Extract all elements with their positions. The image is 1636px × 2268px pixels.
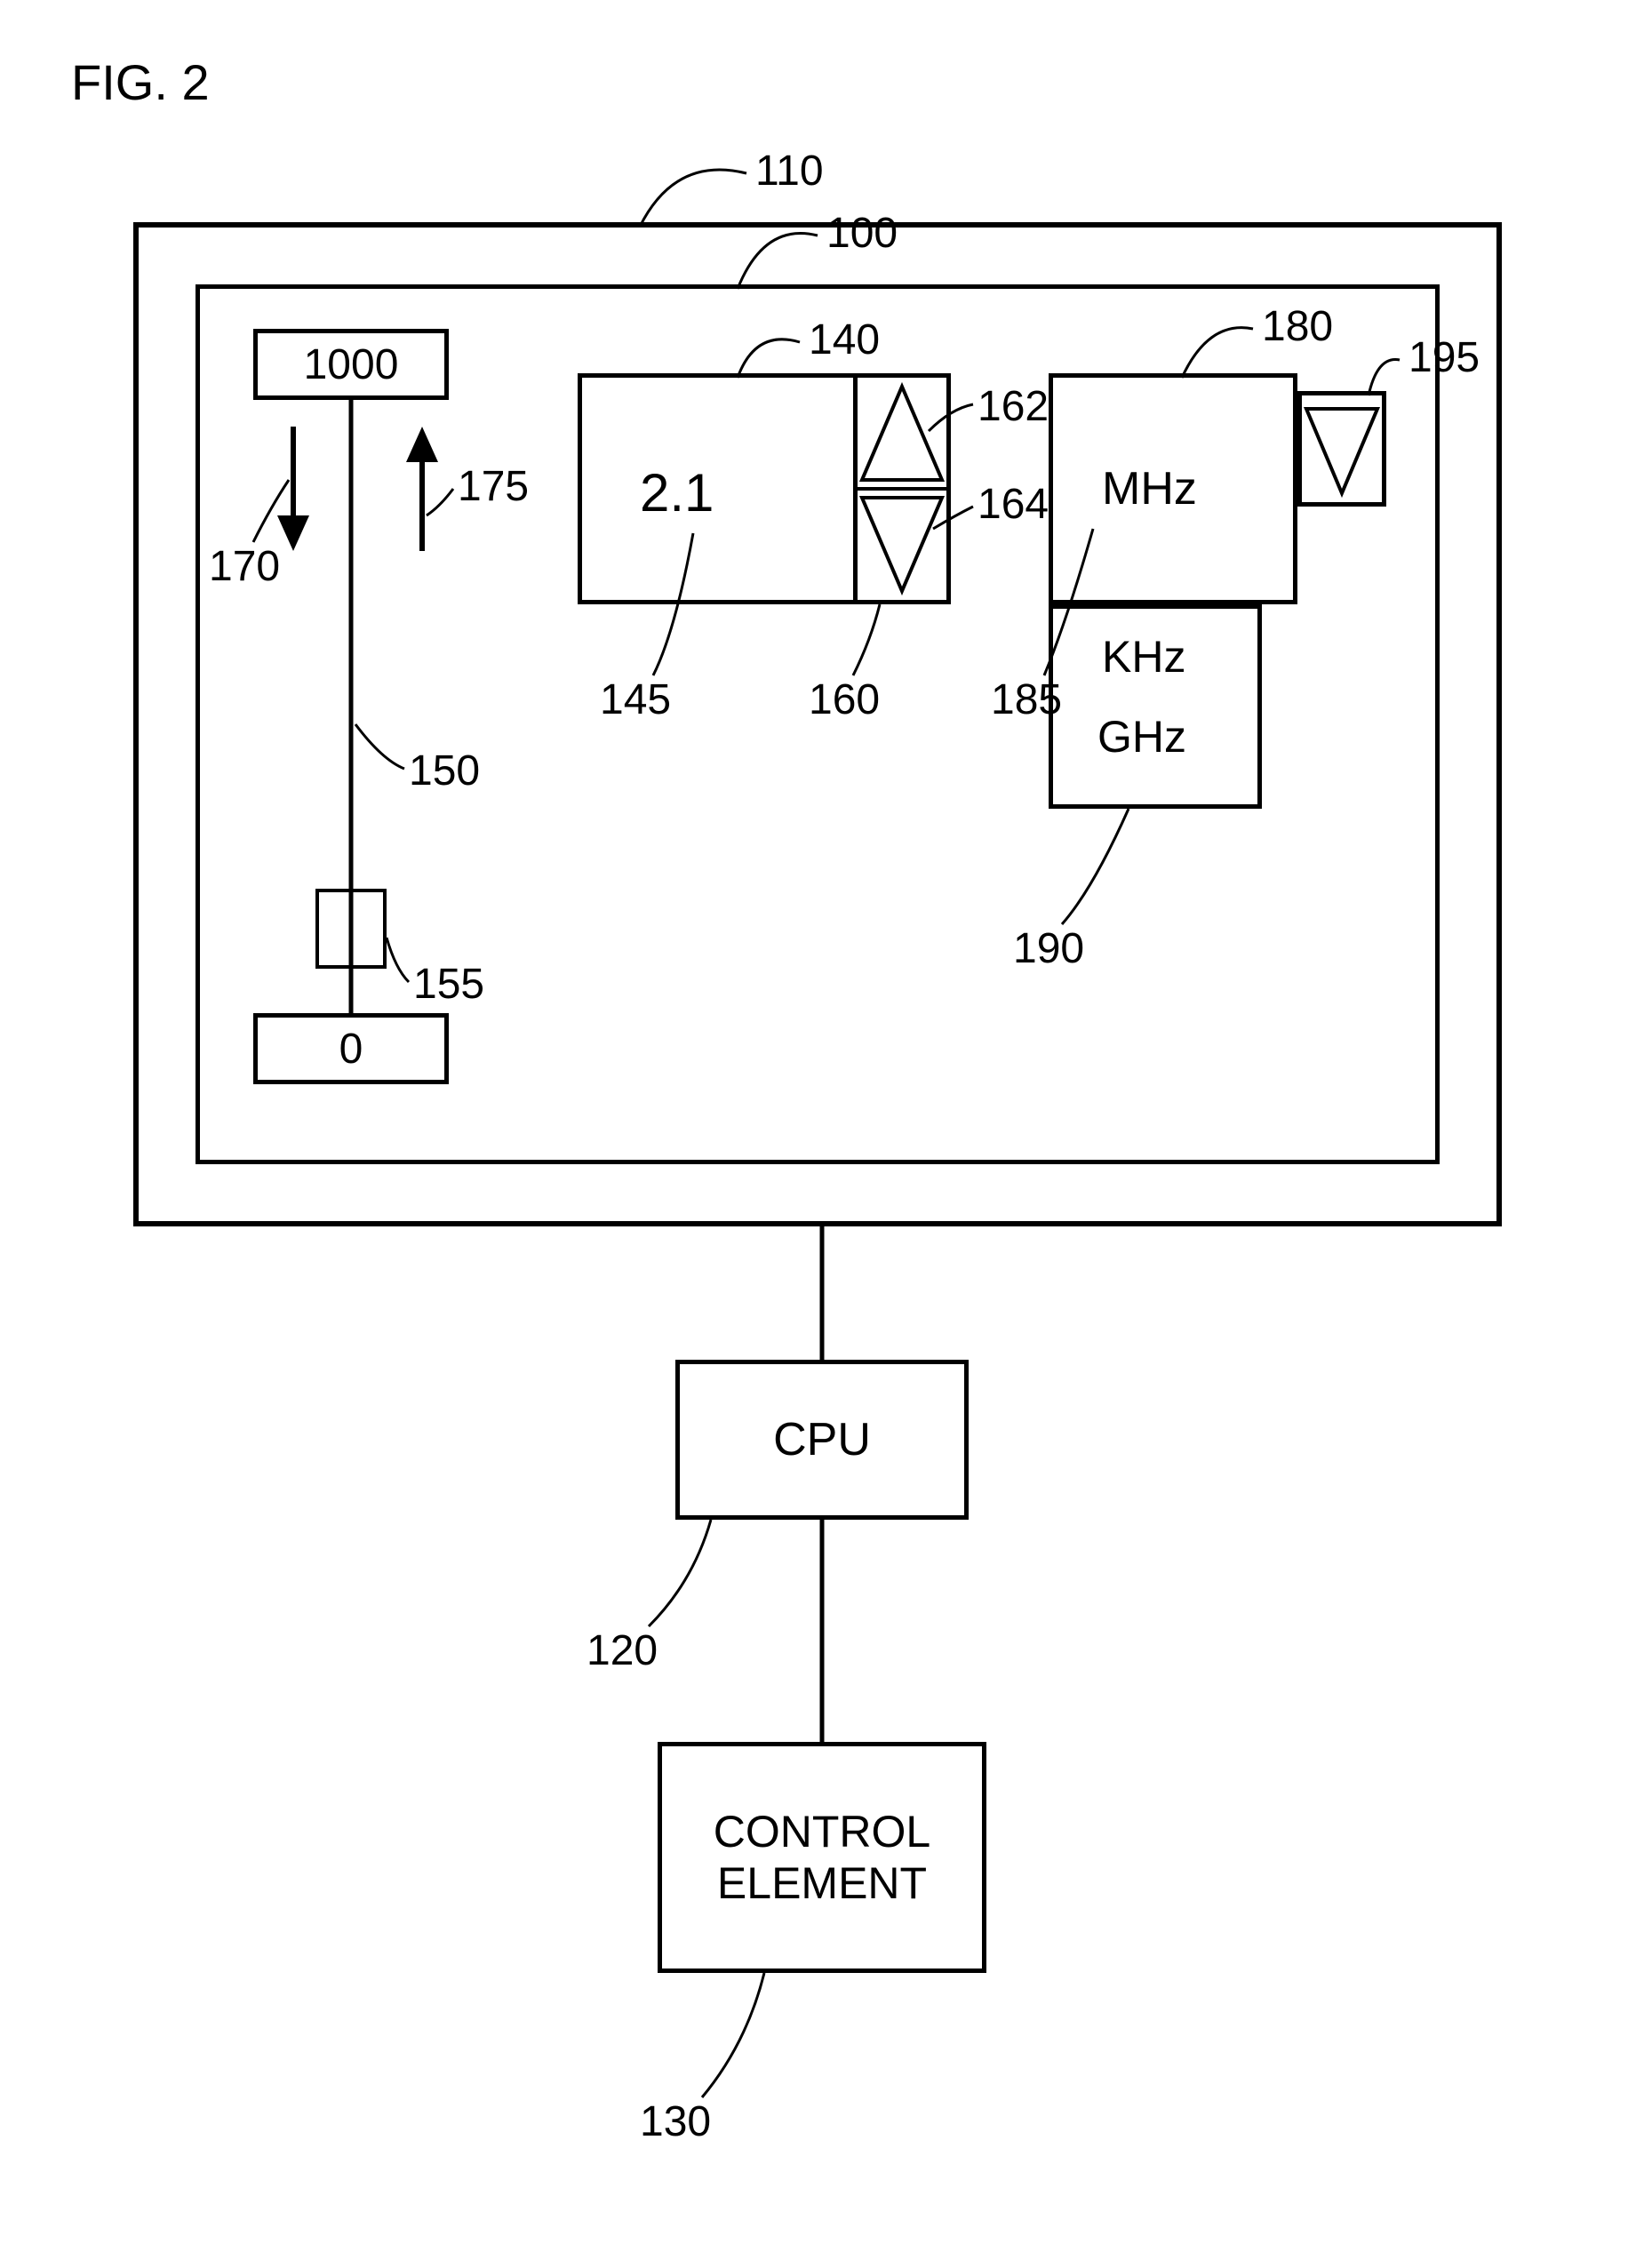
slider-max-box: 1000 (253, 329, 449, 400)
slider-min-value: 0 (339, 1025, 363, 1074)
units-selected: MHz (1102, 462, 1197, 515)
cpu-label: CPU (773, 1413, 871, 1466)
ref-140: 140 (809, 315, 880, 364)
units-option-0[interactable]: KHz (1102, 631, 1185, 683)
ref-162: 162 (978, 382, 1049, 431)
ref-160: 160 (809, 675, 880, 724)
slider-thumb[interactable] (315, 889, 387, 969)
control-element-box: CONTROL ELEMENT (658, 1742, 986, 1973)
control-element-label-1: CONTROL (714, 1806, 930, 1857)
ref-164: 164 (978, 480, 1049, 529)
ref-120: 120 (587, 1626, 658, 1675)
control-element-label-2: ELEMENT (717, 1857, 927, 1909)
ref-175: 175 (458, 462, 529, 511)
slider-min-box: 0 (253, 1013, 449, 1084)
ref-185: 185 (991, 675, 1062, 724)
ref-110: 110 (755, 147, 824, 196)
slider-max-value: 1000 (304, 340, 399, 389)
cpu-box: CPU (675, 1360, 969, 1520)
spinner-controls-box (853, 373, 951, 604)
ref-100: 100 (826, 209, 898, 258)
ref-150: 150 (409, 747, 480, 795)
units-control-box[interactable] (1297, 391, 1386, 507)
spinner-value: 2.1 (640, 462, 714, 523)
figure-canvas: FIG. 2 1000 0 2.1 MHz KHz GHz CPU CONTRO… (36, 36, 1600, 2231)
ref-145: 145 (600, 675, 671, 724)
ref-155: 155 (413, 960, 484, 1009)
figure-title: FIG. 2 (71, 53, 210, 111)
units-option-1[interactable]: GHz (1097, 711, 1186, 763)
ref-130: 130 (640, 2097, 711, 2146)
ref-195: 195 (1409, 333, 1480, 382)
ref-170: 170 (209, 542, 280, 591)
ref-180: 180 (1262, 302, 1333, 351)
ref-190: 190 (1013, 924, 1084, 973)
